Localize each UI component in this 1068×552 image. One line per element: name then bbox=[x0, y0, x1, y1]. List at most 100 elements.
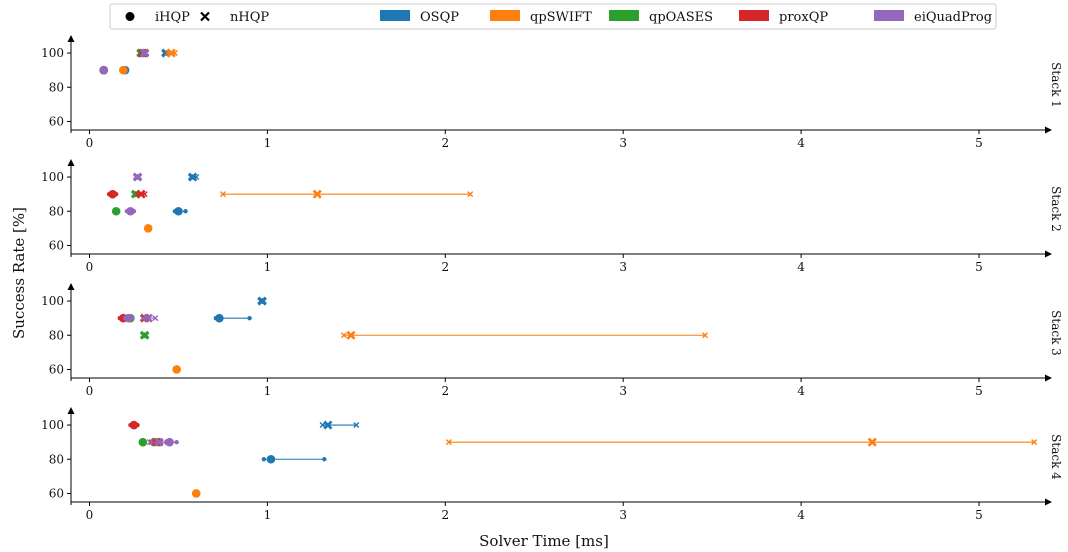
point-qpswift-nhqp bbox=[164, 48, 178, 58]
range-end-marker bbox=[219, 191, 226, 198]
x-tick-label: 1 bbox=[264, 260, 272, 274]
range-end-marker bbox=[445, 439, 452, 446]
point-eiquadprog-nhqp bbox=[139, 313, 159, 323]
y-tick-label: 60 bbox=[49, 362, 64, 376]
y-axis-label: Success Rate [%] bbox=[10, 207, 28, 339]
range-end-marker bbox=[702, 332, 709, 339]
y-tick-label: 80 bbox=[49, 80, 64, 94]
panel-title: Stack 4 bbox=[1049, 434, 1063, 480]
marker-qpoases-ihqp bbox=[138, 437, 148, 447]
marker-osqp-ihqp bbox=[174, 206, 183, 216]
marker-osqp-nhqp bbox=[188, 172, 198, 182]
panel-stack-4: 0 1 2 3 4 5 60 80 100 Stack 4 bbox=[41, 407, 1063, 522]
point-qpswift-ihqp bbox=[191, 489, 201, 498]
range-end-marker bbox=[152, 315, 159, 322]
marker-osqp-nhqp bbox=[257, 296, 267, 306]
point-eiquadprog-ihqp bbox=[99, 65, 109, 75]
y-tick-label: 80 bbox=[49, 204, 64, 218]
x-tick-label: 3 bbox=[619, 508, 627, 522]
marker-eiquadprog-ihqp bbox=[126, 206, 135, 216]
range-end-marker bbox=[139, 315, 146, 322]
marker-proxqp-ihqp bbox=[108, 189, 117, 199]
range-end-marker bbox=[322, 457, 327, 462]
point-eiquadprog-ihqp bbox=[124, 206, 137, 216]
point-osqp-ihqp bbox=[261, 454, 327, 464]
marker-eiquadprog-ihqp bbox=[124, 313, 133, 323]
x-tick-label: 1 bbox=[264, 384, 272, 398]
marker-qpswift-nhqp bbox=[867, 437, 877, 447]
point-qpoases-ihqp bbox=[138, 437, 148, 447]
legend-label-qpswift: qpSWIFT bbox=[530, 10, 592, 25]
legend-label-nhqp: nHQP bbox=[230, 10, 269, 25]
point-osqp-ihqp bbox=[172, 206, 188, 216]
legend-swatch-qpswift bbox=[490, 10, 520, 21]
legend-marker-ihqp bbox=[125, 12, 135, 21]
point-qpswift-nhqp bbox=[445, 437, 1038, 447]
panel-stack-3: 0 1 2 3 4 5 60 80 100 Stack 3 bbox=[41, 283, 1063, 398]
panel-stack-2: 0 1 2 3 4 5 60 80 100 Stack 2 bbox=[41, 159, 1063, 274]
marker-osqp-ihqp bbox=[215, 313, 224, 323]
marker-eiquadprog-ihqp bbox=[99, 65, 109, 75]
legend-swatch-qpoases bbox=[609, 10, 639, 21]
x-tick-label: 3 bbox=[619, 136, 627, 150]
y-axis-arrow bbox=[67, 35, 75, 42]
x-tick-label: 2 bbox=[441, 260, 449, 274]
y-axis-arrow bbox=[67, 159, 75, 166]
x-tick-label: 2 bbox=[441, 384, 449, 398]
marker-qpswift-nhqp bbox=[346, 330, 356, 340]
point-qpswift-ihqp bbox=[143, 224, 153, 233]
x-tick-label: 2 bbox=[441, 508, 449, 522]
y-tick-label: 60 bbox=[49, 238, 64, 252]
point-eiquadprog-nhqp bbox=[146, 437, 171, 447]
marker-qpswift-ihqp bbox=[119, 65, 128, 75]
marker-eiquadprog-nhqp bbox=[143, 313, 153, 323]
point-proxqp-nhqp bbox=[134, 189, 148, 199]
x-tick-label: 4 bbox=[797, 384, 805, 398]
x-tick-label: 4 bbox=[797, 136, 805, 150]
y-tick-label: 100 bbox=[41, 46, 64, 60]
point-qpswift-ihqp bbox=[172, 365, 181, 374]
legend-label-proxqp: proxQP bbox=[779, 10, 828, 25]
x-tick-label: 0 bbox=[86, 136, 94, 150]
marker-eiquadprog-nhqp bbox=[154, 437, 164, 447]
range-end-marker bbox=[146, 439, 153, 446]
panel-title: Stack 2 bbox=[1049, 186, 1063, 232]
legend-swatch-proxqp bbox=[739, 10, 769, 21]
marker-qpswift-nhqp bbox=[312, 189, 322, 199]
range-end-marker bbox=[467, 191, 474, 198]
x-tick-label: 0 bbox=[86, 260, 94, 274]
marker-qpswift-ihqp bbox=[172, 365, 181, 374]
x-tick-label: 3 bbox=[619, 384, 627, 398]
x-tick-label: 4 bbox=[797, 260, 805, 274]
point-eiquadprog-nhqp bbox=[139, 48, 150, 58]
legend-marker-nhqp bbox=[200, 11, 210, 22]
x-axis-arrow bbox=[1045, 498, 1052, 506]
legend-label-ihqp: iHQP bbox=[155, 10, 190, 25]
point-qpoases-nhqp bbox=[139, 330, 150, 340]
marker-qpoases-ihqp bbox=[111, 206, 121, 216]
legend-label-qpoases: qpOASES bbox=[649, 10, 713, 25]
marker-qpswift-ihqp bbox=[143, 224, 153, 233]
legend-label-osqp: OSQP bbox=[420, 10, 459, 25]
point-osqp-nhqp bbox=[319, 420, 360, 430]
marker-proxqp-nhqp bbox=[136, 189, 146, 199]
y-axis-arrow bbox=[67, 407, 75, 414]
x-tick-label: 3 bbox=[619, 260, 627, 274]
y-axis-arrow bbox=[67, 283, 75, 290]
panel-stack-1: 0 1 2 3 4 5 60 80 100 Stack 1 bbox=[41, 35, 1063, 150]
x-tick-label: 2 bbox=[441, 136, 449, 150]
range-end-marker bbox=[164, 439, 171, 446]
range-end-marker bbox=[261, 457, 267, 462]
point-eiquadprog-ihqp bbox=[122, 313, 135, 323]
point-qpoases-ihqp bbox=[111, 206, 121, 216]
range-end-marker bbox=[183, 209, 188, 214]
marker-eiquadprog-nhqp bbox=[133, 172, 143, 182]
legend: iHQP nHQP OSQP qpSWIFT qpOASES proxQP eiQuadPr… bbox=[109, 3, 997, 30]
legend-swatch-eiquadprog bbox=[874, 10, 904, 21]
point-osqp-nhqp bbox=[257, 296, 267, 306]
range-end-marker bbox=[340, 332, 347, 339]
y-tick-label: 100 bbox=[41, 418, 64, 432]
x-tick-label: 5 bbox=[975, 136, 983, 150]
panel-title: Stack 1 bbox=[1049, 62, 1063, 108]
